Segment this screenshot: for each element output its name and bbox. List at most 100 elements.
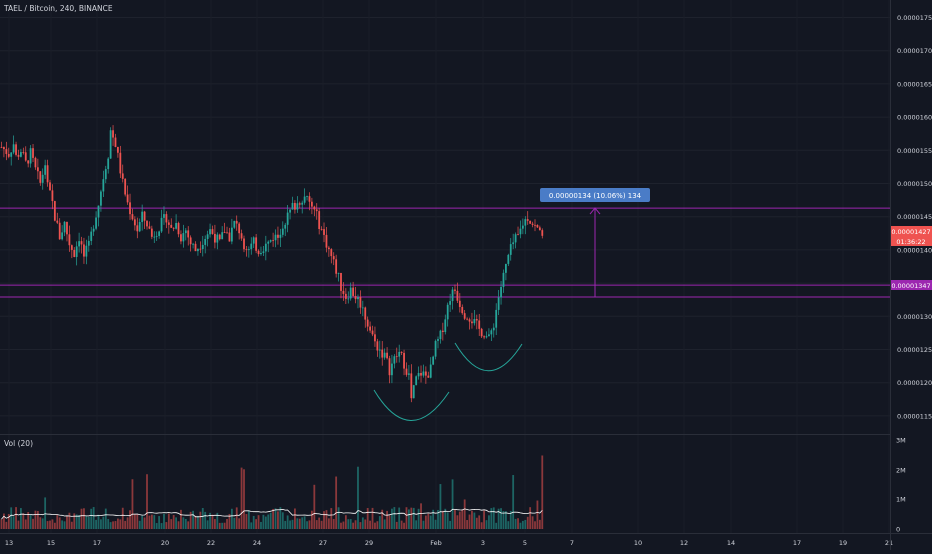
- candle-body: [524, 219, 527, 226]
- volume-bar: [187, 521, 190, 529]
- volume-bar: [320, 520, 323, 529]
- volume-bar: [318, 517, 321, 529]
- volume-bar: [541, 455, 544, 529]
- candle-body: [53, 201, 56, 221]
- candle-body: [475, 319, 478, 321]
- volume-bar: [463, 499, 466, 529]
- volume-bar: [427, 513, 430, 529]
- volume-bar: [289, 520, 291, 529]
- candle-body: [66, 221, 68, 235]
- volume-bar: [417, 508, 420, 529]
- volume-bar: [209, 512, 211, 529]
- candle-body: [335, 259, 338, 274]
- candle-body: [92, 228, 95, 232]
- candle-body: [505, 263, 507, 273]
- candle-body: [133, 219, 136, 226]
- candle-body: [342, 290, 345, 294]
- candle-body: [206, 234, 209, 239]
- volume-bar: [143, 517, 146, 529]
- volume-bar: [24, 519, 27, 529]
- candle-body: [395, 356, 398, 358]
- volume-bar: [303, 516, 306, 529]
- candle-body: [20, 152, 22, 157]
- volume-bar: [357, 466, 359, 529]
- volume-bar: [68, 512, 71, 529]
- candle-body: [34, 157, 37, 168]
- candle-body: [306, 196, 308, 198]
- candle-body: [340, 272, 342, 291]
- volume-bar: [112, 521, 114, 529]
- volume-bar: [255, 519, 258, 529]
- volume-bar: [260, 521, 262, 529]
- volume-bar: [485, 520, 488, 529]
- candle-body: [410, 373, 413, 399]
- candle-body: [514, 234, 517, 243]
- volume-bar: [352, 522, 355, 529]
- volume-bar: [83, 508, 85, 529]
- volume-tick-label: 1M: [896, 496, 906, 504]
- candle-body: [240, 233, 243, 239]
- candle-body: [313, 206, 316, 210]
- volume-bar: [439, 484, 442, 529]
- candle-body: [39, 171, 42, 183]
- candle-body: [439, 330, 442, 340]
- volume-bar: [107, 519, 110, 529]
- volume-bar: [526, 516, 529, 529]
- candle-body: [158, 231, 161, 236]
- candle-body: [361, 307, 364, 309]
- candle-body: [357, 297, 359, 300]
- volume-bar: [97, 514, 100, 529]
- measure-label: 0.00000134 (10.06%) 134: [549, 192, 642, 200]
- candle-body: [117, 146, 119, 153]
- volume-bar: [364, 519, 367, 529]
- volume-bar: [330, 508, 333, 529]
- candle-body: [70, 245, 73, 250]
- countdown-tag: 01:36:22: [896, 238, 925, 246]
- candle-body: [138, 222, 141, 232]
- candle-body: [233, 220, 236, 228]
- candle-body: [398, 351, 401, 357]
- candle-body: [429, 364, 432, 378]
- volume-bar: [56, 515, 59, 529]
- volume-bar: [136, 514, 139, 529]
- volume-bar: [131, 479, 134, 529]
- volume-bar: [182, 517, 185, 529]
- candle-body: [468, 319, 471, 322]
- volume-bar: [199, 511, 202, 529]
- candle-body: [189, 237, 192, 245]
- candle-body: [10, 152, 13, 157]
- volume-bar: [51, 519, 54, 529]
- candle-body: [58, 222, 61, 240]
- volume-bar: [405, 507, 408, 529]
- volume-bar: [158, 516, 161, 529]
- volume-bar: [214, 519, 216, 529]
- volume-bar: [383, 519, 386, 529]
- candle-body: [446, 304, 449, 320]
- x-tick-label: 10: [634, 539, 642, 547]
- volume-label: Vol (20): [4, 439, 33, 448]
- candle-body: [141, 211, 144, 223]
- volume-bar: [245, 514, 248, 529]
- candle-body: [391, 363, 393, 376]
- volume-bar: [388, 515, 391, 529]
- candle-body: [260, 252, 262, 255]
- candle-body: [526, 219, 529, 221]
- candle-body: [456, 290, 459, 301]
- volume-bar: [381, 509, 384, 529]
- volume-bar: [146, 474, 148, 529]
- x-tick-label: 20: [161, 539, 169, 547]
- candle-body: [420, 373, 422, 376]
- candle-body: [211, 229, 214, 234]
- volume-bar: [117, 518, 119, 529]
- volume-bar: [170, 519, 173, 529]
- candle-body: [408, 373, 410, 375]
- candle-body: [371, 330, 374, 335]
- volume-bar: [175, 517, 177, 529]
- volume-tick-label: 0: [896, 526, 900, 534]
- candle-body: [461, 306, 464, 314]
- volume-bar: [497, 508, 500, 529]
- volume-bar: [490, 508, 493, 529]
